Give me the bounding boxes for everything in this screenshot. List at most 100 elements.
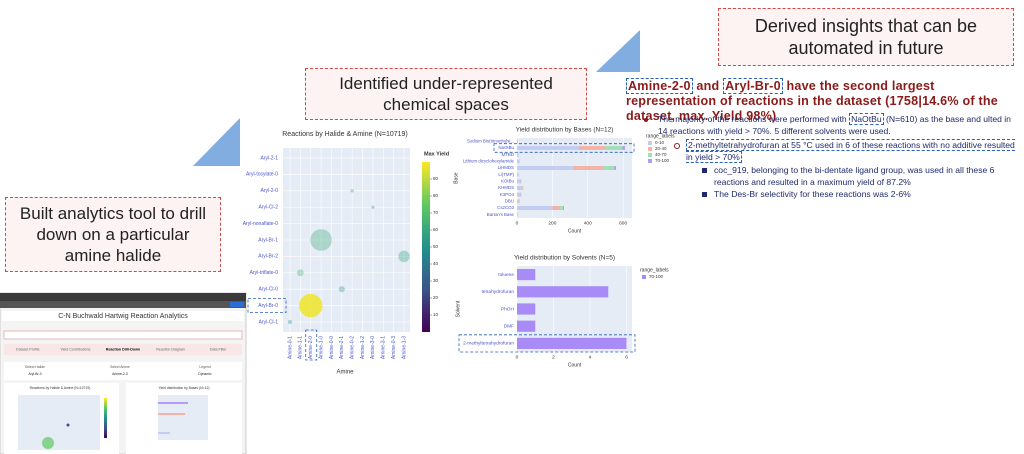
bubble: [338, 286, 345, 293]
mini-chart-title: Yield distribution by Bases (N=12): [158, 386, 209, 390]
y-tick-label: Aryl-Cl-2: [259, 205, 279, 211]
text: have the second largest representation o…: [626, 79, 998, 123]
y-tick-label: DBU: [505, 198, 514, 203]
arrow-triangle: [193, 118, 240, 166]
colorbar-tick-label: 60: [433, 227, 439, 232]
colorbar-tick-label: 10: [433, 312, 439, 317]
legend-swatch: [648, 159, 652, 163]
filter-value[interactable]: Dynamic: [198, 372, 211, 376]
y-tick-label: Aryl-Cl-1: [259, 319, 279, 325]
x-tick-label: Amine-1-1: [298, 336, 304, 359]
tab[interactable]: Yield Contributions: [60, 347, 90, 351]
tab[interactable]: Reaction Drill-Down: [106, 347, 140, 351]
y-tick-label: Aryl-tosylate-0: [246, 172, 278, 178]
y-tick-label: Aryl-nonaflate-0: [243, 221, 279, 227]
x-tick-label: Amine-0-3: [391, 336, 397, 359]
mini-bar: [158, 432, 170, 434]
y-tick-label: Barton's Base: [487, 212, 515, 217]
highlight-box: [493, 143, 635, 153]
highlight: Aryl-Br-0: [723, 78, 783, 94]
x-tick-label: Amine-3-1: [381, 336, 387, 359]
y-tick-label: Sodium Bis(trimethylsi...: [467, 138, 514, 143]
legend-swatch: [642, 275, 646, 279]
x-tick-label: Amine-2-1: [339, 336, 345, 359]
bar: [517, 186, 523, 190]
legend-label: 40-70: [655, 152, 667, 157]
y-tick-label: 2-methyltetrahydrofuran: [463, 341, 514, 347]
text: and: [696, 79, 720, 93]
plot-area: [517, 138, 632, 218]
x-tick-label: Amine-1-3: [401, 336, 407, 359]
y-tick-label: Aryl-Cl-0: [259, 287, 279, 293]
y-tick-label: Aryl-Br-1: [258, 237, 278, 243]
legend-swatch: [648, 153, 652, 157]
callout: Identified under-represented chemical sp…: [305, 68, 587, 120]
chart-title: Reactions by Halide & Amine (N=10719): [282, 131, 407, 138]
x-tick-label: Amine-0-2: [350, 336, 356, 359]
bar: [517, 139, 518, 144]
axis-title: Base: [453, 172, 459, 184]
bar: [517, 206, 553, 210]
chart-title: Yield distribution by Solvents (N=5): [514, 255, 615, 262]
tab[interactable]: Dataset Profile: [16, 347, 40, 351]
highlight-box: [305, 329, 318, 361]
colorbar-tick-label: 70: [433, 210, 439, 215]
bar: [559, 206, 563, 210]
colorbar-tick-label: 20: [433, 295, 439, 300]
bar: [517, 146, 579, 150]
bubble: [371, 205, 375, 209]
x-tick-label: Amine-0-1: [287, 336, 293, 359]
bullet: The majority of the reactions were perfo…: [644, 113, 1020, 137]
mini-bubble: [42, 437, 54, 449]
bar: [517, 172, 519, 177]
bubble: [310, 229, 332, 251]
bar: [517, 212, 518, 217]
legend-label: 20-40: [655, 146, 667, 151]
x-tick-label: Amine-2-0: [308, 336, 314, 359]
x-tick-label: 2: [552, 354, 555, 360]
y-tick-label: KHMDS: [498, 185, 514, 190]
x-tick-label: Amine-1-2: [360, 336, 366, 359]
chart-title: Yield distribution by Bases (N=12): [516, 127, 614, 134]
bubble: [296, 269, 304, 277]
legend-label: 70-100: [649, 274, 664, 279]
tab[interactable]: Data Filter: [210, 347, 227, 351]
insight-headline: Amine-2-0 and Aryl-Br-0 have the second …: [626, 78, 1022, 124]
x-tick-label: 600: [619, 220, 627, 226]
filter-value[interactable]: Aryl-Br-0: [28, 372, 41, 376]
legend-label: 0-10: [655, 140, 665, 145]
bubble: [287, 319, 293, 325]
y-tick-label: KOtBu: [501, 178, 514, 183]
sub-sub-bullet: coc_919, belonging to the bi-dentate lig…: [702, 165, 1014, 188]
tab[interactable]: Reaction Diagram: [156, 347, 185, 351]
app-screenshot: C-N Buchwald Hartwig Reaction Analytics D…: [0, 292, 247, 454]
colorbar-tick-label: 90: [433, 176, 439, 181]
text: The majority of the reactions were perfo…: [658, 114, 847, 124]
text: (N=610) as the base and ulted in 14 reac…: [658, 114, 1011, 136]
highlight-box: [247, 298, 287, 314]
y-tick-label: Aryl-2-1: [260, 155, 278, 161]
app-title: C-N Buchwald Hartwig Reaction Analytics: [58, 313, 188, 320]
y-tick-label: DMF: [504, 323, 514, 329]
y-tick-label: NaOtBu: [498, 145, 514, 150]
y-tick-label: Lithium dicyclohexylamide: [463, 158, 515, 163]
bar: [517, 192, 521, 197]
colorbar-tick-label: 50: [433, 244, 439, 249]
colorbar-tick-label: 30: [433, 278, 439, 283]
y-tick-label: K3PO4: [500, 192, 515, 197]
highlight-box: [458, 334, 636, 353]
bar: [603, 166, 615, 170]
legend-title: range_labels: [646, 133, 675, 139]
axis-title: Amine: [336, 370, 354, 376]
filter-value[interactable]: Amine-2-0: [112, 372, 128, 376]
x-tick-label: 0: [516, 220, 519, 226]
x-tick-label: 6: [625, 354, 628, 360]
highlight: 2-methyltetrahydrofuran at 55 °C used in…: [686, 139, 1015, 163]
y-tick-label: MTBD: [502, 152, 514, 157]
bar: [518, 199, 520, 204]
bubble: [298, 293, 323, 318]
mini-colorbar: [104, 398, 107, 438]
browser-address-bar: [0, 301, 246, 308]
